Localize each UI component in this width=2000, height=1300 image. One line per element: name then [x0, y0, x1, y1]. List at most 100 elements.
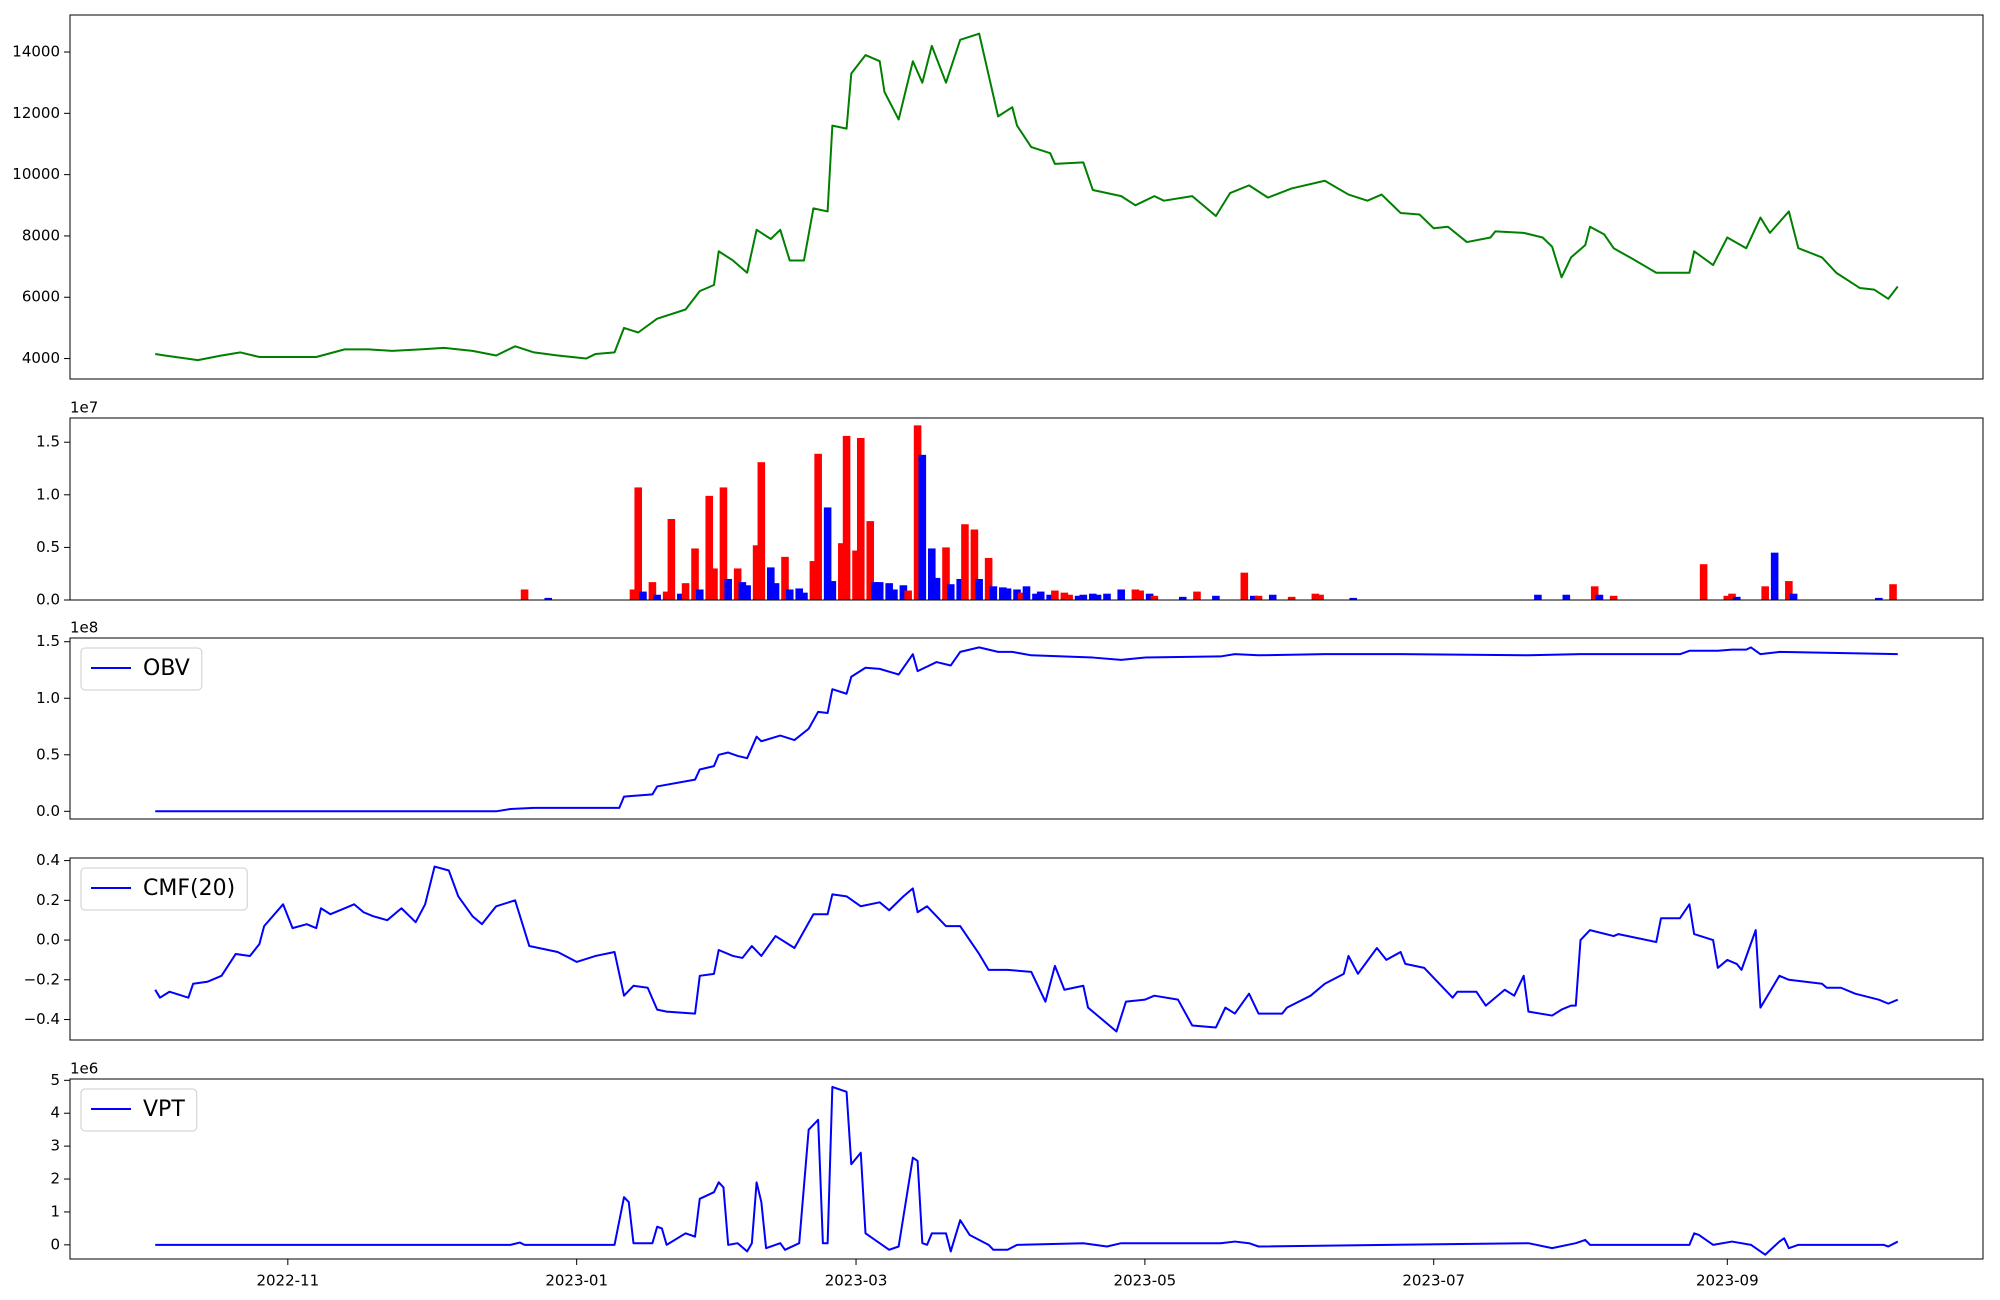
y-tick-label: −0.4 [24, 1010, 60, 1028]
bar [970, 529, 979, 600]
axis-offset-text: 1e7 [70, 399, 98, 417]
bar [785, 589, 794, 600]
axes-frame [69, 417, 1984, 601]
bar [724, 578, 732, 600]
y-tick-label: 4 [50, 1104, 60, 1122]
y-tick-label: 0.0 [36, 591, 60, 609]
bar [738, 582, 747, 600]
bar [695, 589, 704, 600]
bar [842, 435, 851, 600]
bar [1590, 586, 1599, 600]
bar [1036, 591, 1045, 600]
y-tick-label: 1.0 [36, 689, 60, 707]
bar [1785, 581, 1793, 600]
y-tick-label: 1.5 [36, 433, 60, 451]
bar [1728, 593, 1736, 600]
bar [899, 585, 908, 600]
y-tick-label: 0.2 [36, 891, 60, 909]
y-tick-label: 1.5 [36, 632, 60, 650]
y-tick-label: 10000 [12, 165, 60, 183]
bar [1562, 594, 1571, 600]
x-tick-label: 2022-11 [256, 1272, 319, 1290]
bar [1065, 594, 1073, 600]
bar [1268, 594, 1277, 600]
bar [918, 454, 927, 600]
bar [1732, 596, 1741, 600]
y-tick-label: 5 [50, 1071, 60, 1089]
legend-frame [80, 647, 203, 691]
y-tick-label: 3 [50, 1137, 60, 1155]
y-tick-label: 0.5 [36, 538, 60, 556]
bar [1093, 594, 1102, 600]
bar [1595, 594, 1604, 600]
line-series [154, 865, 1899, 1033]
x-tick-label: 2023-05 [1114, 1272, 1177, 1290]
line-series [155, 646, 1898, 813]
bar [871, 582, 879, 600]
bar [946, 584, 955, 600]
bar [1761, 586, 1769, 600]
bar [956, 578, 964, 600]
bar [904, 590, 912, 600]
bar [752, 545, 761, 600]
bar [1150, 595, 1159, 600]
bar [1046, 594, 1054, 600]
bar [928, 548, 936, 600]
bar [1349, 597, 1358, 600]
legend-label: VPT [143, 1097, 185, 1122]
bar [885, 583, 893, 600]
bar [1079, 594, 1088, 600]
legend-frame [80, 867, 248, 911]
bar [1089, 593, 1097, 600]
axes-frame [69, 14, 1984, 380]
bar [648, 582, 657, 600]
bar [866, 521, 875, 600]
bar [1178, 596, 1187, 600]
bar [838, 543, 846, 600]
y-tick-label: 1.0 [36, 485, 60, 503]
bar [1889, 584, 1897, 600]
bar [653, 594, 661, 600]
bar [767, 567, 775, 600]
legend-label: CMF(20) [143, 876, 235, 901]
bar [1117, 589, 1125, 600]
bar [809, 561, 818, 600]
bar [932, 577, 941, 600]
y-tick-label: 6000 [22, 288, 60, 306]
bar [719, 487, 728, 600]
y-tick-label: 4000 [22, 349, 60, 367]
bar [639, 591, 647, 600]
bar [1193, 591, 1201, 600]
y-tick-label: 1 [50, 1202, 60, 1220]
bar [634, 487, 643, 600]
axes-frame [69, 1078, 1984, 1260]
axis-offset-text: 1e8 [70, 619, 98, 637]
bar [1013, 589, 1021, 600]
y-tick-label: −0.2 [24, 970, 60, 988]
bar [1212, 595, 1220, 600]
bar [1136, 590, 1144, 600]
bar [1145, 593, 1154, 600]
bar [1240, 572, 1249, 600]
bar [710, 568, 718, 600]
legend-frame [80, 1088, 198, 1132]
bar [828, 581, 837, 600]
bar [890, 589, 898, 600]
bar [757, 462, 766, 600]
bar [629, 589, 638, 600]
x-tick-label: 2023-09 [1696, 1272, 1759, 1290]
bar [852, 550, 860, 600]
bar [1074, 595, 1083, 600]
axes-frame [69, 637, 1984, 820]
y-tick-label: 0.5 [36, 745, 60, 763]
line-series [155, 32, 1899, 362]
bar [984, 557, 993, 600]
bar [771, 583, 780, 600]
bar [1131, 589, 1140, 600]
bar [1254, 595, 1263, 600]
bar [691, 548, 699, 600]
bar [781, 556, 789, 600]
bar [1287, 596, 1296, 600]
bar [1051, 590, 1059, 600]
